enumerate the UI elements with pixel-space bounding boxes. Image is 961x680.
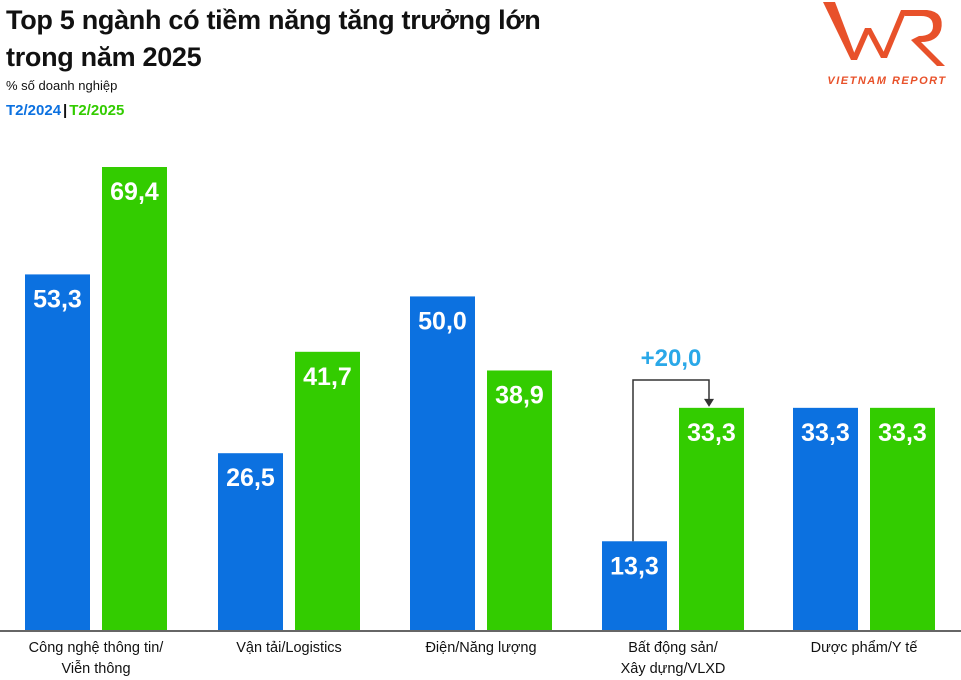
category-label: Công nghệ thông tin/ Viễn thông bbox=[28, 640, 164, 677]
category-label: Điện/Năng lượng bbox=[425, 640, 537, 656]
category-label: Vận tải/Logistics bbox=[236, 640, 342, 656]
logo-tagline: VIETNAM REPORT bbox=[827, 75, 946, 87]
data-label: 41,7 bbox=[303, 363, 352, 391]
annotation-arrow bbox=[632, 379, 710, 542]
data-label: 13,3 bbox=[610, 552, 659, 580]
category-label: Dược phẩm/Y tế bbox=[810, 640, 918, 656]
data-label: 26,5 bbox=[226, 464, 275, 492]
bar-2024 bbox=[410, 296, 475, 630]
chart-title: Top 5 ngành có tiềm năng tăng trưởng lớn… bbox=[6, 2, 541, 76]
data-label: 33,3 bbox=[687, 419, 736, 447]
legend-item-2025: T2/2025 bbox=[69, 102, 125, 119]
chart-subtitle: % số doanh nghiệp bbox=[6, 78, 118, 93]
bar-2025 bbox=[870, 407, 935, 630]
bar-2024 bbox=[25, 274, 90, 630]
legend: T2/2024 | T2/2025 bbox=[6, 102, 124, 119]
legend-separator: | bbox=[63, 102, 68, 119]
vietnam-report-logo: VIETNAM REPORT bbox=[815, 0, 961, 92]
bar-2025 bbox=[295, 351, 360, 630]
chart-title-line2: trong năm 2025 bbox=[6, 42, 202, 72]
annotation-label: +20,0 bbox=[641, 345, 702, 372]
bar-2024 bbox=[793, 407, 858, 630]
legend-item-2024: T2/2024 bbox=[6, 102, 62, 119]
bar-2024 bbox=[602, 541, 667, 630]
bar-2025 bbox=[487, 370, 552, 630]
data-label: 53,3 bbox=[33, 285, 82, 313]
arrowhead-icon bbox=[704, 398, 714, 407]
bar-2024 bbox=[218, 453, 283, 630]
data-label: 33,3 bbox=[878, 419, 927, 447]
data-label: 69,4 bbox=[110, 178, 159, 206]
bar-2025 bbox=[679, 407, 744, 630]
data-label: 33,3 bbox=[801, 419, 850, 447]
data-label: 50,0 bbox=[418, 307, 467, 335]
data-label: 38,9 bbox=[495, 381, 544, 409]
bar-2025 bbox=[102, 167, 167, 630]
category-label: Bất động sản/ Xây dựng/VLXD bbox=[620, 640, 726, 677]
chart-title-line1: Top 5 ngành có tiềm năng tăng trưởng lớn bbox=[6, 5, 541, 35]
